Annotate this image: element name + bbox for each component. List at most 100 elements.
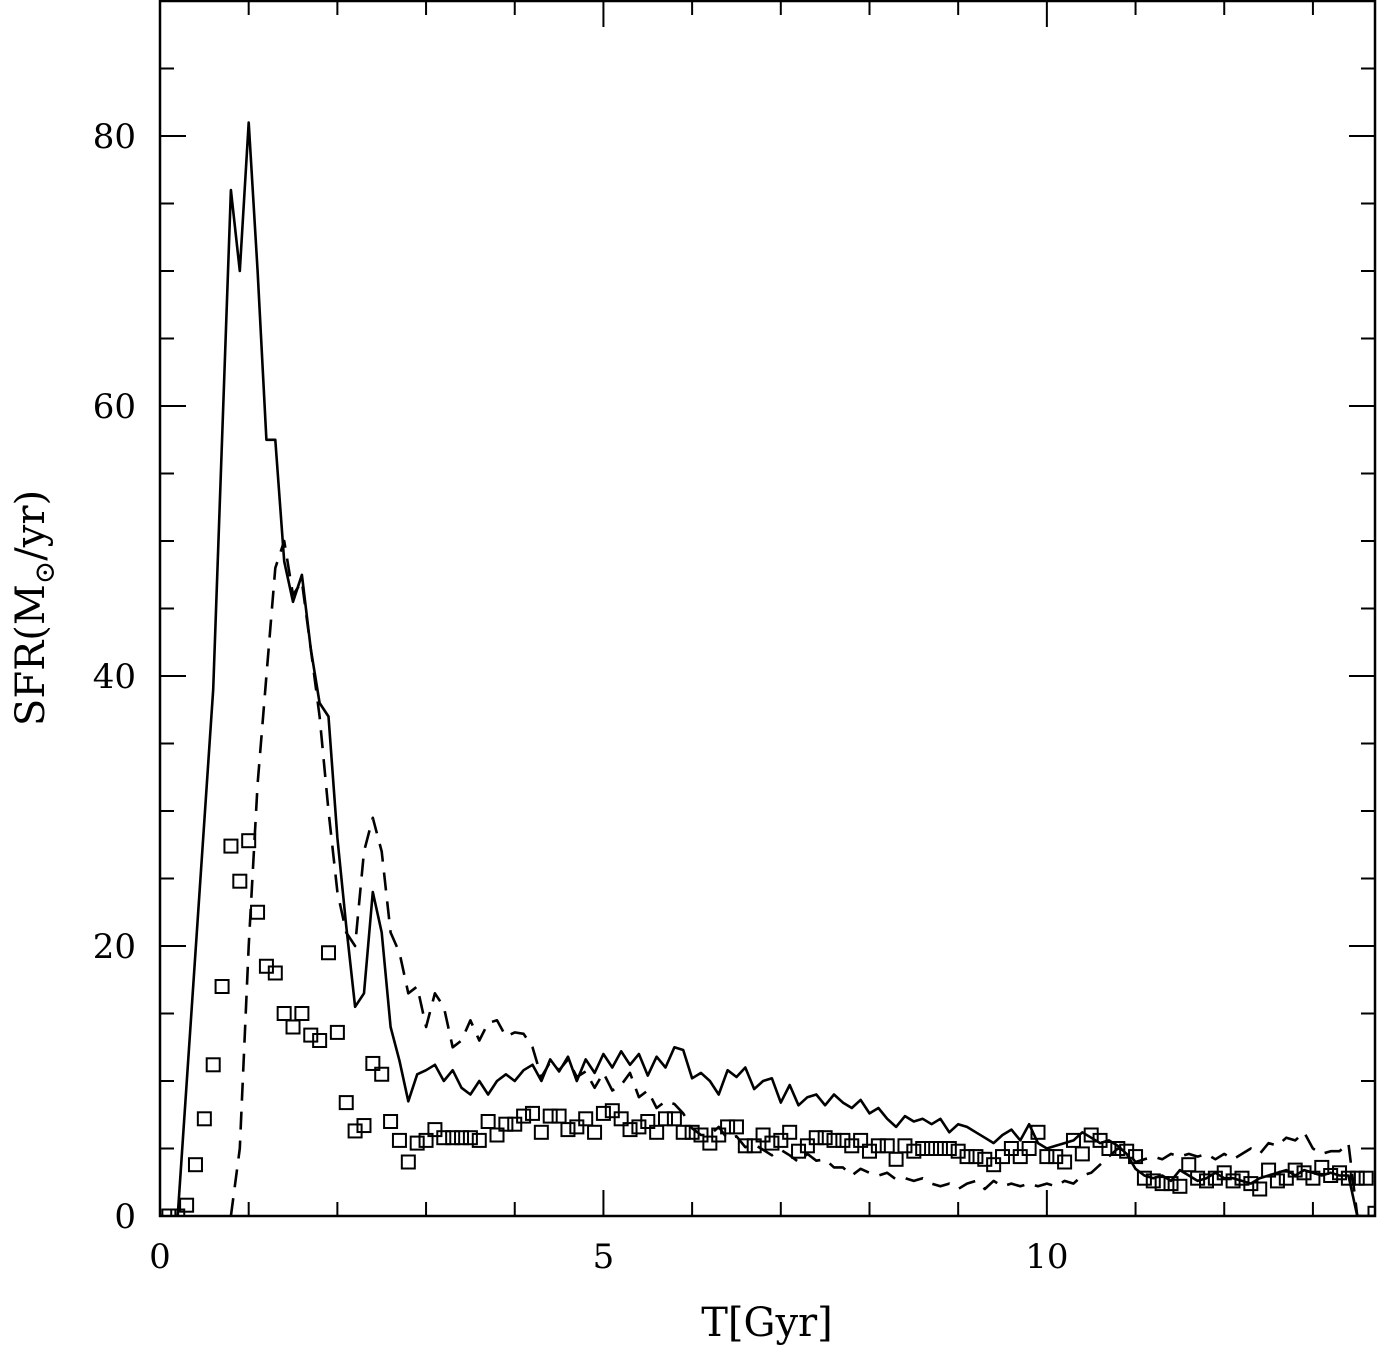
square-marker: [1207, 1170, 1223, 1186]
square-marker: [755, 1127, 771, 1143]
square-marker: [791, 1143, 807, 1159]
square-marker: [782, 1124, 798, 1140]
square-marker: [471, 1132, 487, 1148]
x-tick-label: 10: [1025, 1237, 1068, 1277]
square-marker: [445, 1130, 461, 1146]
square-marker: [1323, 1168, 1339, 1183]
square-marker: [1074, 1146, 1090, 1162]
square-marker: [640, 1114, 656, 1129]
y-tick-label: 80: [93, 117, 136, 157]
square-marker: [817, 1130, 833, 1146]
square-marker: [1092, 1132, 1108, 1148]
square-marker: [214, 979, 230, 994]
dashed-line-series: [229, 539, 1375, 1216]
square-marker: [427, 1122, 443, 1138]
square-marker: [941, 1141, 957, 1156]
square-marker: [826, 1132, 842, 1148]
axis-ticks: [159, 1, 1375, 1217]
square-marker: [1332, 1165, 1348, 1181]
y-axis-title-suffix: /yr): [8, 490, 54, 561]
square-marker: [321, 945, 337, 961]
square-marker: [1021, 1141, 1037, 1156]
square-marker: [1296, 1165, 1312, 1181]
square-marker: [675, 1124, 691, 1140]
square-marker: [631, 1119, 647, 1135]
square-marker: [1065, 1132, 1081, 1148]
square-marker: [595, 1105, 611, 1121]
square-marker: [950, 1143, 966, 1159]
square-marker: [1216, 1165, 1232, 1181]
square-marker: [1340, 1170, 1356, 1186]
square-marker: [205, 1057, 221, 1073]
square-marker: [906, 1143, 922, 1159]
square-marker: [1039, 1149, 1055, 1165]
y-axis-title-prefix: SFR(M: [8, 584, 54, 726]
square-marker: [888, 1151, 904, 1167]
square-marker: [533, 1124, 549, 1140]
square-marker: [924, 1141, 940, 1156]
square-marker: [223, 838, 239, 854]
x-axis-title: T[Gyr]: [701, 1300, 833, 1346]
square-marker: [329, 1024, 345, 1040]
square-marker: [498, 1116, 514, 1132]
square-marker: [338, 1095, 354, 1111]
square-marker: [870, 1138, 886, 1154]
square-marker: [418, 1132, 434, 1148]
square-marker: [968, 1149, 984, 1165]
square-marker: [1349, 1170, 1365, 1186]
square-marker: [959, 1149, 975, 1165]
square-marker: [312, 1033, 328, 1048]
square-marker: [276, 1006, 292, 1021]
square-marker: [1119, 1143, 1135, 1159]
y-axis-title: SFR(M⊙/yr): [8, 490, 61, 726]
square-marker: [454, 1130, 470, 1146]
square-marker: [1198, 1173, 1214, 1189]
square-marker: [587, 1124, 603, 1140]
square-marker: [666, 1111, 682, 1127]
square-marker: [613, 1111, 629, 1127]
square-marker: [1190, 1170, 1206, 1186]
square-marker: [560, 1122, 576, 1138]
square-marker: [932, 1141, 948, 1156]
y-tick-label: 40: [93, 657, 136, 697]
x-tick-labels: 0 5 10: [149, 1237, 1068, 1277]
plot-frame: [158, 0, 1377, 1218]
square-marker: [693, 1127, 709, 1143]
square-marker: [489, 1127, 505, 1143]
square-marker: [1083, 1127, 1099, 1143]
square-marker: [1030, 1124, 1046, 1140]
square-marker: [383, 1114, 399, 1129]
square-marker: [1269, 1173, 1285, 1189]
square-marker: [746, 1138, 762, 1154]
square-marker: [604, 1103, 620, 1119]
square-marker: [1261, 1162, 1277, 1178]
y-tick-label: 0: [114, 1197, 136, 1237]
square-marker: [187, 1157, 203, 1173]
square-marker: [1136, 1170, 1152, 1186]
square-marker: [728, 1119, 744, 1135]
square-marker: [986, 1157, 1002, 1173]
square-marker: [1314, 1159, 1330, 1175]
y-tick-label: 20: [93, 927, 136, 967]
square-marker: [1128, 1149, 1144, 1165]
square-marker: [1252, 1181, 1268, 1197]
square-marker: [241, 833, 257, 849]
square-marker: [737, 1138, 753, 1154]
square-marker: [711, 1127, 727, 1143]
square-marker: [1181, 1157, 1197, 1173]
square-marker: [1172, 1178, 1188, 1194]
square-marker: [480, 1114, 496, 1129]
square-marker: [1367, 1205, 1375, 1216]
solid-line-series: [176, 121, 1375, 1216]
square-marker: [658, 1111, 674, 1127]
square-marker: [462, 1130, 478, 1146]
square-marker: [1163, 1176, 1179, 1192]
square-marker: [542, 1108, 558, 1124]
x-tick-label: 5: [593, 1237, 615, 1277]
square-marker: [764, 1135, 780, 1151]
square-marker: [409, 1135, 425, 1151]
square-marker: [232, 873, 248, 889]
square-marker: [684, 1124, 700, 1140]
y-tick-label: 60: [93, 387, 136, 427]
square-marker: [702, 1135, 718, 1151]
